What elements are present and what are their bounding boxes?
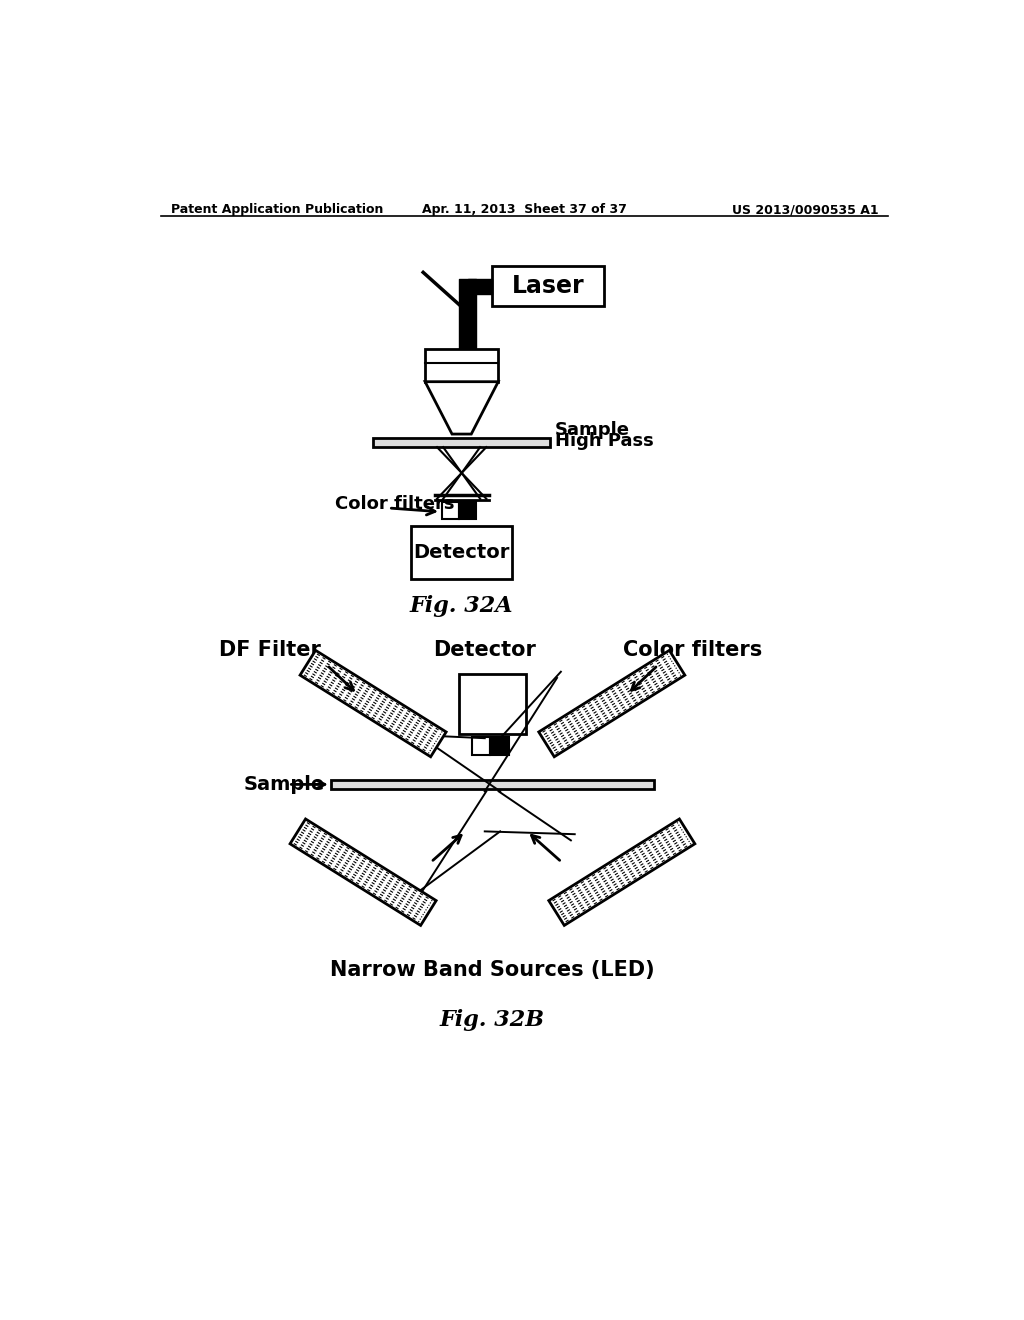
Polygon shape — [549, 818, 695, 925]
Text: Sample: Sample — [555, 421, 630, 440]
Bar — [425, 350, 499, 381]
Polygon shape — [425, 381, 499, 434]
Text: Detector: Detector — [433, 640, 537, 660]
Text: Sample: Sample — [244, 775, 325, 793]
Text: Apr. 11, 2013  Sheet 37 of 37: Apr. 11, 2013 Sheet 37 of 37 — [422, 203, 628, 216]
Bar — [490, 737, 509, 755]
Text: Patent Application Publication: Patent Application Publication — [171, 203, 383, 216]
Bar — [442, 502, 460, 519]
Text: Laser: Laser — [512, 275, 585, 298]
Text: DF Filter: DF Filter — [219, 640, 321, 660]
Polygon shape — [539, 651, 685, 756]
Bar — [373, 438, 550, 447]
Bar — [459, 675, 526, 734]
Polygon shape — [290, 818, 436, 925]
Text: Fig. 32A: Fig. 32A — [410, 595, 513, 616]
Text: Detector: Detector — [414, 543, 510, 562]
Text: Color filters: Color filters — [335, 495, 454, 513]
Text: Color filters: Color filters — [624, 640, 763, 660]
Text: High Pass: High Pass — [555, 432, 653, 450]
Text: Narrow Band Sources (LED): Narrow Band Sources (LED) — [330, 960, 654, 979]
Text: Fig. 32B: Fig. 32B — [440, 1008, 545, 1031]
Bar — [472, 737, 490, 755]
Bar — [460, 502, 476, 519]
Text: US 2013/0090535 A1: US 2013/0090535 A1 — [732, 203, 879, 216]
Bar — [493, 267, 604, 306]
Bar — [411, 527, 512, 579]
Bar — [331, 780, 654, 789]
Polygon shape — [300, 651, 446, 756]
